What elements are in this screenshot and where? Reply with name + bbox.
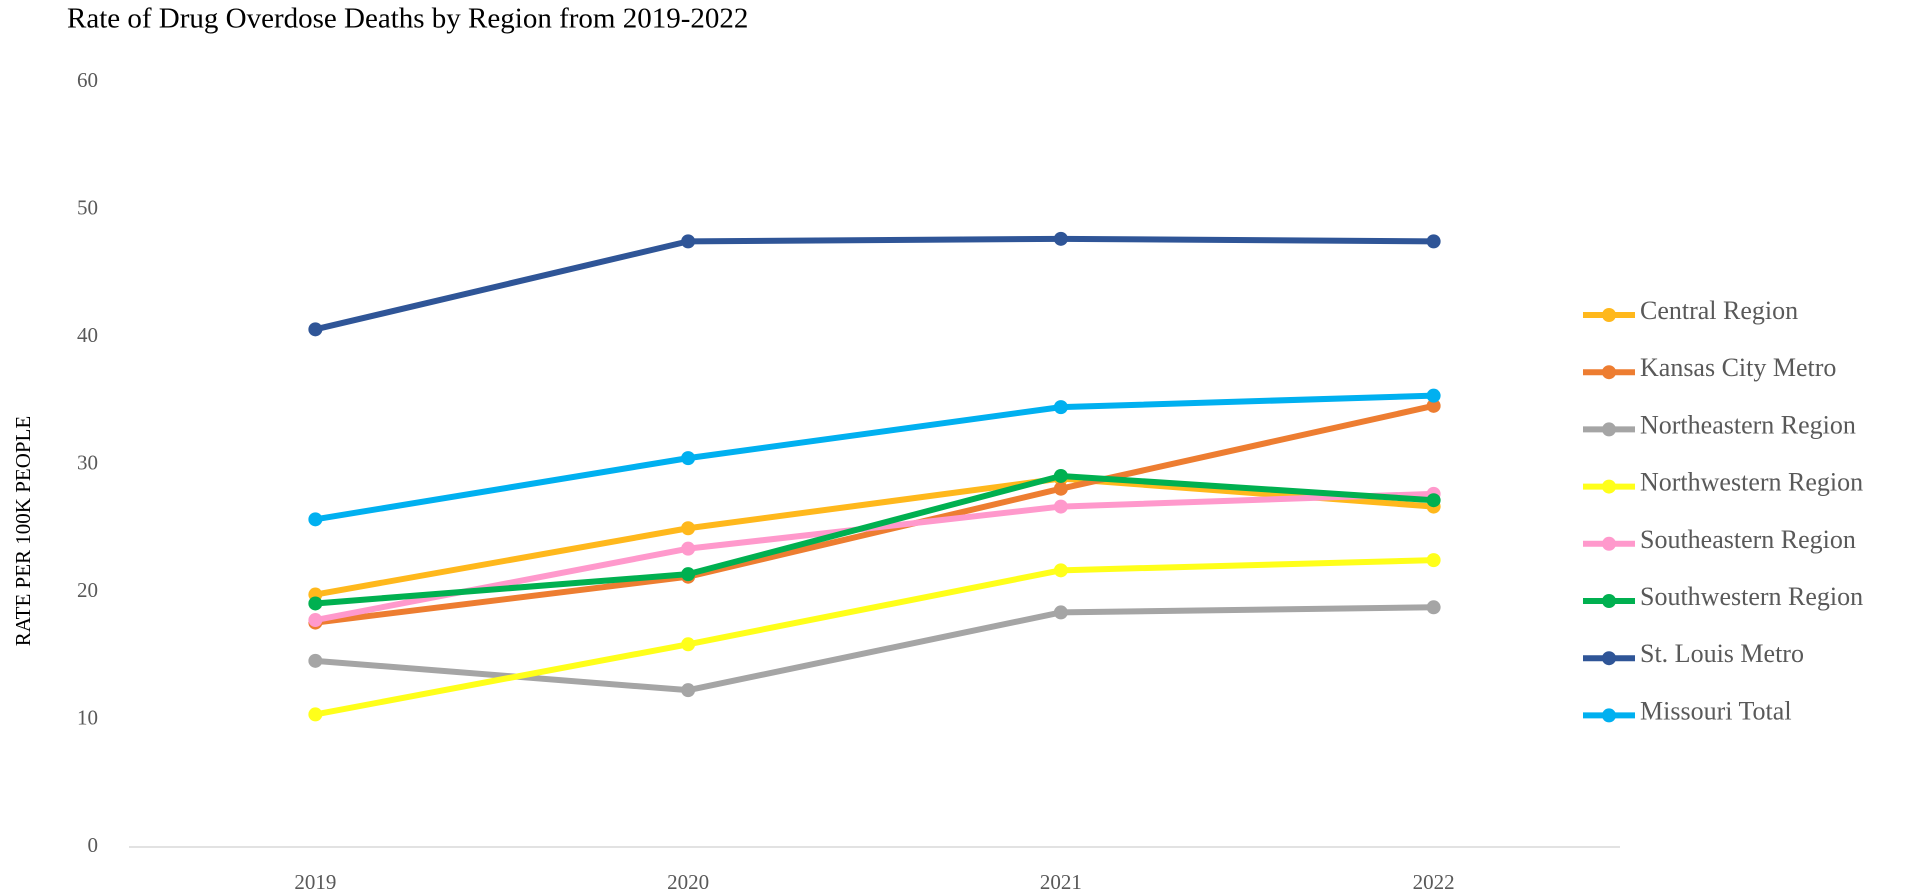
y-axis-label: RATE PER 100K PEOPLE xyxy=(11,416,35,646)
data-point xyxy=(1053,468,1068,483)
series-line xyxy=(315,472,1434,607)
y-tick-label: 50 xyxy=(77,195,98,219)
data-point xyxy=(1053,400,1068,415)
y-tick-label: 0 xyxy=(88,833,99,857)
y-tick-label: 30 xyxy=(77,450,98,474)
data-point xyxy=(308,613,323,628)
y-tick-label: 60 xyxy=(77,68,98,92)
legend-label: Missouri Total xyxy=(1640,696,1792,725)
x-tick-label: 2022 xyxy=(1413,870,1455,892)
data-point xyxy=(1053,563,1068,578)
legend-marker xyxy=(1602,479,1616,494)
data-point xyxy=(1426,388,1441,403)
series-line xyxy=(314,557,1434,718)
legend-label: Central Region xyxy=(1640,296,1798,325)
data-point xyxy=(1053,605,1068,620)
series-line xyxy=(315,402,1435,626)
legend-marker xyxy=(1602,422,1616,437)
data-point xyxy=(1053,231,1068,246)
data-point xyxy=(681,234,696,249)
data-point xyxy=(308,322,323,337)
y-tick-label: 10 xyxy=(77,705,98,729)
legend-label: Northeastern Region xyxy=(1640,410,1856,439)
data-point xyxy=(681,451,696,466)
data-point xyxy=(681,637,696,652)
data-point xyxy=(1426,398,1441,413)
series-line xyxy=(314,235,1434,333)
legend-marker xyxy=(1602,594,1616,608)
chart-title: Rate of Drug Overdose Deaths by Region f… xyxy=(67,3,748,35)
data-point xyxy=(1426,493,1441,508)
legend-marker xyxy=(1602,308,1616,322)
series-line xyxy=(314,475,1434,598)
data-point xyxy=(1426,234,1441,249)
data-point xyxy=(1053,499,1068,514)
legend-marker xyxy=(1602,651,1616,666)
legend-label: St. Louis Metro xyxy=(1640,639,1804,668)
legend-marker xyxy=(1602,536,1616,551)
data-point xyxy=(308,596,323,611)
x-tick-label: 2020 xyxy=(667,870,709,892)
data-point xyxy=(681,567,696,582)
legend-label: Southwestern Region xyxy=(1640,582,1863,611)
legend-label: Kansas City Metro xyxy=(1640,353,1836,382)
data-point xyxy=(308,512,323,527)
y-tick-label: 20 xyxy=(77,578,98,602)
data-point xyxy=(1426,600,1441,615)
data-point xyxy=(308,707,323,722)
legend-marker xyxy=(1602,365,1616,380)
series-line xyxy=(314,392,1434,523)
data-point xyxy=(308,653,323,668)
data-point xyxy=(1053,481,1068,496)
x-tick-label: 2019 xyxy=(294,870,336,892)
legend-marker xyxy=(1602,708,1616,723)
series-line xyxy=(315,604,1434,694)
data-point xyxy=(1426,553,1441,568)
y-tick-label: 40 xyxy=(77,323,98,347)
legend-label: Southeastern Region xyxy=(1640,525,1856,554)
x-tick-label: 2021 xyxy=(1040,870,1082,892)
data-point xyxy=(681,541,696,556)
data-point xyxy=(681,683,696,698)
data-point xyxy=(681,521,696,536)
legend-label: Northwestern Region xyxy=(1640,468,1863,497)
